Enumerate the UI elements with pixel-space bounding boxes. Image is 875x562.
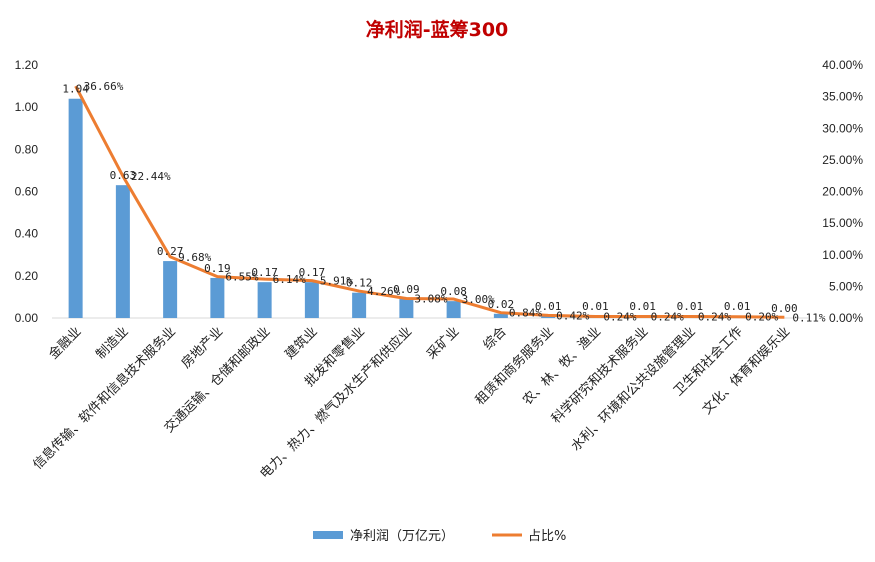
legend-line-label: 占比%: [528, 529, 566, 544]
line-value-label: 6.14%: [273, 273, 306, 286]
line-value-label: 9.68%: [178, 251, 211, 264]
category-label: 房地产业: [178, 324, 226, 372]
bar-value-label: 0.17: [251, 266, 278, 279]
line-value-label: 0.84%: [509, 307, 542, 320]
bar: [399, 299, 414, 318]
category-label: 综合: [481, 324, 510, 353]
bar-value-label: 0.08: [440, 285, 467, 298]
right-tick-label: 35.00%: [822, 90, 863, 104]
bar: [68, 98, 83, 318]
left-tick-label: 0.00: [15, 311, 39, 325]
category-label: 采矿业: [424, 324, 462, 362]
line-value-label: 0.24%: [698, 310, 731, 323]
left-tick-label: 1.20: [15, 58, 39, 72]
bar-value-label: 0.12: [346, 277, 373, 290]
chart-title: 净利润-蓝筹300: [366, 18, 509, 41]
bar-value-label: 0.27: [157, 245, 184, 258]
legend: 净利润（万亿元） 占比%: [313, 529, 566, 544]
line-data-labels: 36.66% 22.44% 9.68% 6.55% 6.14% 5.91% 4.26% 3.0…: [84, 80, 826, 324]
left-axis-ticks: 0.00 0.20 0.40 0.60 0.80 1.00 1.20: [15, 58, 39, 325]
bar: [352, 292, 367, 318]
left-tick-label: 0.20: [15, 269, 39, 283]
line-value-label: 6.55%: [225, 271, 258, 284]
right-tick-label: 5.00%: [829, 279, 863, 293]
line-value-label: 4.26%: [367, 285, 400, 298]
left-tick-label: 0.40: [15, 227, 39, 241]
category-label: 金融业: [46, 324, 85, 363]
line-value-label: 3.00%: [462, 293, 495, 306]
category-label: 建筑业: [282, 324, 321, 363]
line-value-label: 22.44%: [131, 170, 171, 183]
line-value-label: 3.08%: [414, 293, 447, 306]
bar: [446, 301, 461, 318]
bar-series: [68, 98, 745, 318]
left-tick-label: 0.60: [15, 185, 39, 199]
line-value-label: 0.24%: [603, 310, 636, 323]
bar-value-label: 0.01: [629, 300, 656, 313]
bar-value-label: 0.09: [393, 283, 420, 296]
bar-value-label: 0.01: [724, 300, 751, 313]
bar-value-label: 0.02: [488, 298, 515, 311]
category-label: 制造业: [94, 324, 132, 362]
bar: [115, 185, 130, 318]
left-tick-label: 0.80: [15, 142, 39, 156]
bar-value-label: 0.63: [110, 169, 137, 182]
bar-value-label: 0.19: [204, 262, 231, 275]
bar: [210, 277, 225, 318]
category-label: 租赁和商务服务业: [472, 324, 557, 409]
line-value-label: 0.11%: [792, 311, 825, 324]
right-tick-label: 30.00%: [822, 121, 863, 135]
line-series: [74, 85, 785, 319]
right-axis-ticks: 0.00% 5.00% 10.00% 15.00% 20.00% 25.00% 30.00%…: [822, 58, 863, 325]
bar: [257, 282, 272, 318]
right-tick-label: 40.00%: [822, 58, 863, 72]
bar: [304, 282, 319, 318]
legend-bar-label: 净利润（万亿元）: [350, 529, 454, 544]
bar-value-label: 1.04: [62, 83, 89, 96]
bar-value-label: 0.17: [299, 266, 326, 279]
left-tick-label: 1.00: [15, 100, 39, 114]
legend-bar-swatch: [313, 531, 343, 539]
line-value-label: 36.66%: [84, 80, 124, 93]
right-tick-label: 0.00%: [829, 311, 863, 325]
category-label: 文化、体育和娱乐业: [699, 324, 793, 418]
right-tick-label: 10.00%: [822, 248, 863, 262]
line-value-label: 0.20%: [745, 311, 778, 324]
bar-data-labels: 1.04 0.63 0.27 0.19 0.17 0.17 0.12 0.09 0.08 0.02…: [62, 83, 797, 315]
bar: [493, 313, 508, 318]
bar-value-label: 0.00: [771, 302, 798, 315]
bar: [541, 315, 556, 318]
bar-value-label: 0.01: [582, 300, 609, 313]
bar-value-label: 0.01: [535, 300, 562, 313]
line-path: [74, 85, 785, 319]
line-value-label: 0.42%: [556, 309, 589, 322]
right-tick-label: 25.00%: [822, 153, 863, 167]
line-value-label: 0.24%: [651, 310, 684, 323]
line-value-label: 5.91%: [320, 275, 353, 288]
bar: [163, 261, 178, 318]
right-tick-label: 15.00%: [822, 216, 863, 230]
bar-value-label: 0.01: [677, 300, 704, 313]
right-tick-label: 20.00%: [822, 185, 863, 199]
